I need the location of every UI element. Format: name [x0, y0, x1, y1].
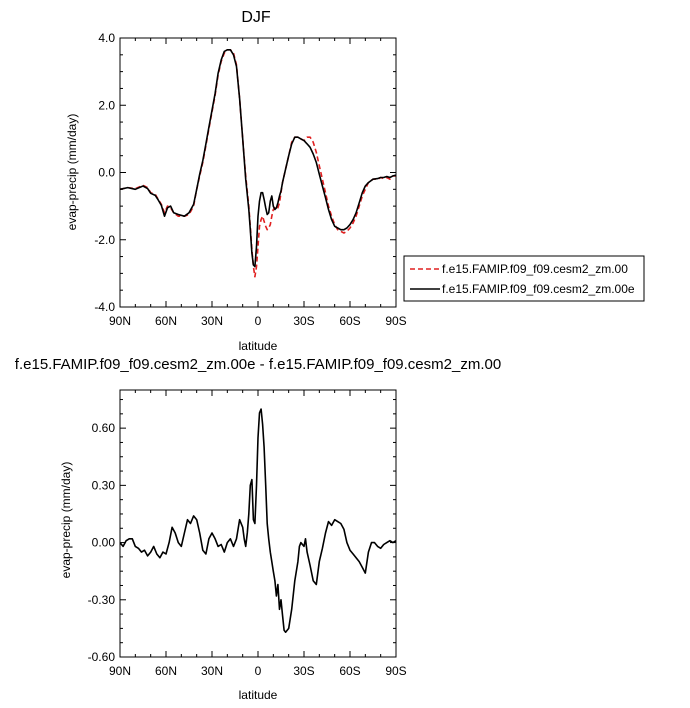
top-chart-x-tick-label: 90N — [109, 314, 131, 328]
top-chart-x-axis-label: latitude — [239, 339, 278, 353]
bottom-chart-y-tick-label: -0.60 — [88, 650, 116, 664]
top-chart-x-tick-label: 60S — [339, 314, 360, 328]
top-chart-series-line-2 — [119, 48, 397, 268]
top-chart-y-tick-label: -4.0 — [94, 300, 115, 314]
top-chart-plot-frame — [119, 37, 397, 308]
legend-box — [403, 255, 645, 302]
top-chart-y-tick-label: -2.0 — [94, 233, 115, 247]
bottom-chart-axes: 90N 60N 30N 0 30S 60S 90S -0.60 -0.30 0.00 0.30 0.6… — [88, 390, 407, 678]
bottom-chart-y-tick-label: 0.30 — [92, 478, 116, 492]
legend-label-series-2: f.e15.FAMIP.f09_f09.cesm2_zm.00e — [442, 282, 635, 296]
top-chart-y-axis-label: evap-precip (mm/day) — [65, 114, 79, 231]
bottom-chart-y-axis-label: evap-precip (mm/day) — [59, 462, 73, 579]
top-chart-x-tick-label: 60N — [155, 314, 177, 328]
bottom-chart-x-tick-label: 0 — [255, 664, 262, 678]
legend-label-series-1: f.e15.FAMIP.f09_f09.cesm2_zm.00 — [442, 262, 628, 276]
bottom-chart-x-tick-label: 60N — [155, 664, 177, 678]
bottom-chart-y-tick-label: 0.60 — [92, 421, 116, 435]
top-chart-x-tick-label: 90S — [385, 314, 406, 328]
top-chart-series-line-1 — [119, 48, 396, 278]
top-chart-title: DJF — [241, 9, 271, 26]
top-chart-x-tick-label: 30N — [201, 314, 223, 328]
bottom-chart-series-group — [119, 408, 397, 634]
top-chart-axes: 90N 60N 30N 0 30S 60S 90S -4.0 -2.0 0.0 2.0 4.0 — [94, 31, 406, 328]
bottom-chart-y-tick-label: -0.30 — [88, 593, 116, 607]
top-chart-x-tick-label: 0 — [255, 314, 262, 328]
bottom-chart-x-tick-label: 30S — [293, 664, 314, 678]
bottom-chart-series-line-1 — [119, 408, 397, 634]
top-chart-series-group — [119, 48, 397, 278]
top-chart-legend: f.e15.FAMIP.f09_f09.cesm2_zm.00 f.e15.FA… — [403, 255, 645, 302]
top-chart-x-tick-label: 30S — [293, 314, 314, 328]
top-chart-y-tick-label: 4.0 — [98, 31, 115, 45]
bottom-chart-x-tick-label: 90N — [109, 664, 131, 678]
bottom-chart-x-tick-label: 30N — [201, 664, 223, 678]
bottom-chart-y-tick-label: 0.00 — [92, 536, 116, 550]
top-chart-y-tick-label: 0.0 — [98, 166, 115, 180]
bottom-chart-x-tick-label: 60S — [339, 664, 360, 678]
bottom-chart-x-axis-label: latitude — [239, 688, 278, 702]
bottom-chart-title: f.e15.FAMIP.f09_f09.cesm2_zm.00e - f.e15… — [15, 356, 501, 373]
top-chart: DJF 90N 60N 30N 0 30S 60S 90S -4.0 -2.0 0.0 2.0 4.0… — [65, 9, 645, 353]
top-chart-y-tick-label: 2.0 — [98, 98, 115, 112]
bottom-chart-x-tick-label: 90S — [385, 664, 406, 678]
bottom-chart: f.e15.FAMIP.f09_f09.cesm2_zm.00e - f.e15… — [15, 356, 501, 702]
